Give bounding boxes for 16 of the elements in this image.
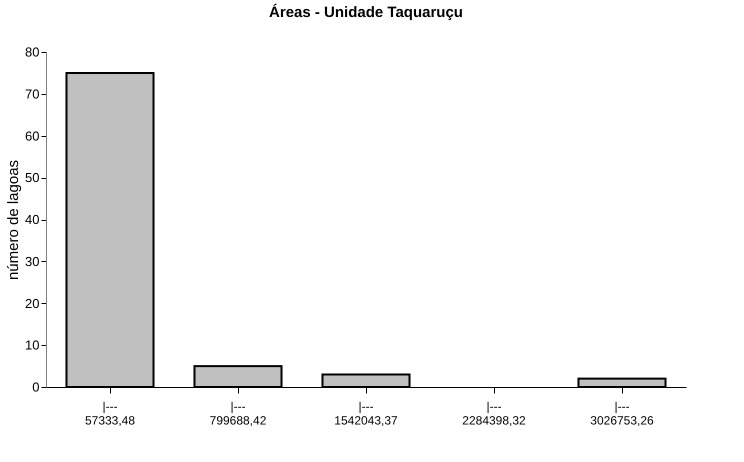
y-tick-label: 0: [32, 380, 40, 394]
x-tick-label: |--- 799688,42: [210, 400, 267, 428]
x-tick-label: |--- 2284398,32: [462, 400, 526, 428]
y-tick-label: 20: [25, 296, 40, 311]
y-tick-label: 60: [25, 128, 40, 144]
y-tick-label: 80: [25, 44, 40, 60]
y-tick-label: 50: [25, 170, 40, 186]
x-tick-label: |--- 57333,48: [84, 400, 136, 428]
y-tick-label: 10: [25, 338, 40, 353]
y-tick-label: 30: [25, 254, 40, 269]
y-axis-title: número de lagoas: [5, 160, 22, 280]
y-tick-label: 70: [25, 86, 40, 102]
x-tick-label: |--- 1542043,37: [334, 400, 398, 428]
x-tick-label: |--- 3026753,26: [590, 400, 654, 428]
chart-title: Áreas - Unidade Taquaruçu: [269, 3, 463, 21]
y-tick-label: 40: [25, 212, 40, 227]
